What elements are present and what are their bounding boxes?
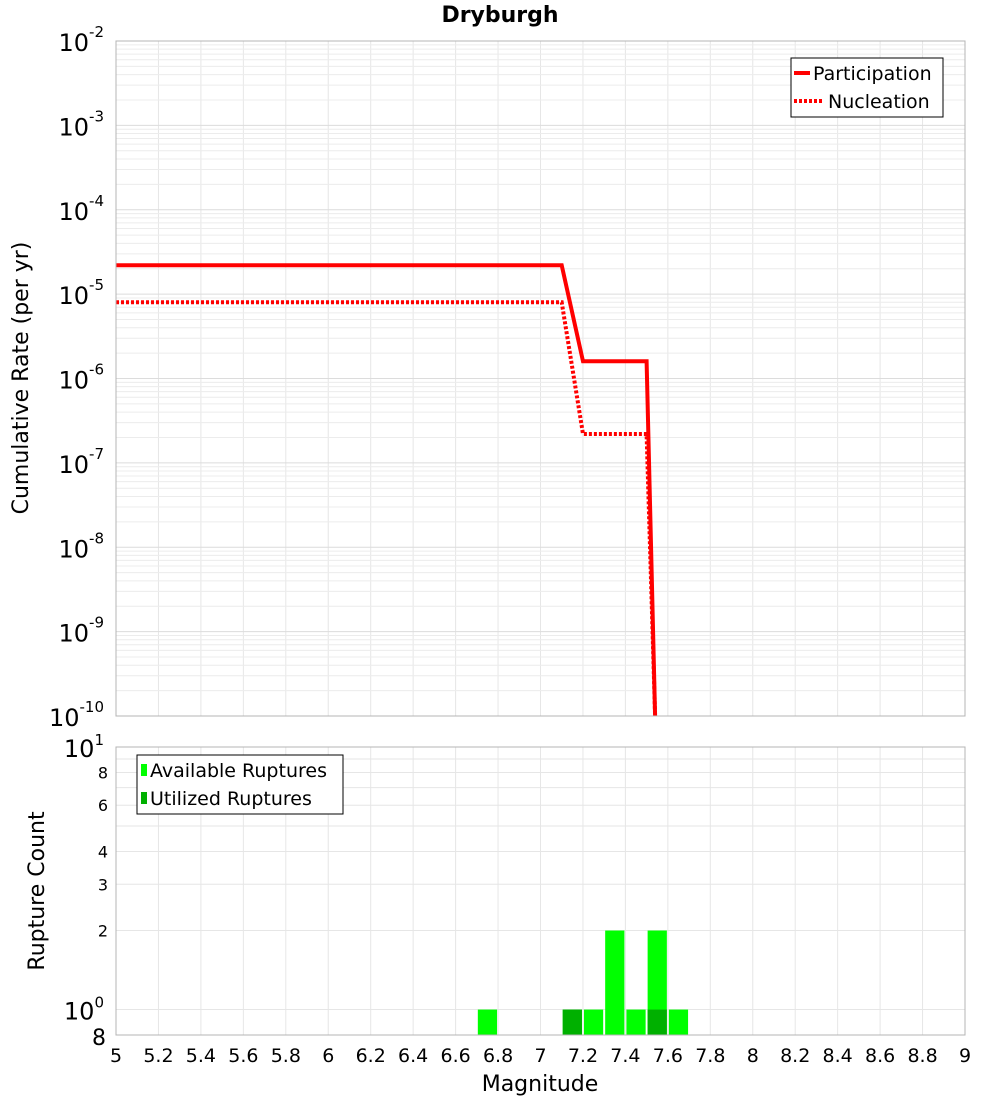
top-y-tick-label: 10-3 xyxy=(58,107,104,141)
top-y-tick-label: 10-9 xyxy=(58,614,104,648)
x-tick-label: 8 xyxy=(747,1045,759,1067)
x-tick-label: 7.6 xyxy=(653,1045,683,1067)
bar-available-ruptures xyxy=(477,1009,498,1035)
bottom-grid xyxy=(115,746,966,1035)
bottom-y-tick-label: 8 xyxy=(98,763,108,782)
bar-utilized-ruptures xyxy=(562,1009,582,1035)
top-y-tick-label: 10-7 xyxy=(58,445,104,479)
legend-nucleation-label: Nucleation xyxy=(828,91,930,113)
top-y-tick-label: 10-6 xyxy=(58,361,104,395)
x-tick-label: 8.6 xyxy=(865,1045,895,1067)
bar-available-ruptures xyxy=(583,1009,604,1035)
bottom-y-tick-label: 3 xyxy=(98,875,108,894)
x-tick-label: 5.8 xyxy=(271,1045,301,1067)
top-y-tick-label: 10-8 xyxy=(58,529,104,563)
bottom-y-tick-label: 4 xyxy=(98,842,108,861)
legend-available-swatch xyxy=(141,764,147,776)
top-grid xyxy=(115,41,966,717)
x-tick-label: 7 xyxy=(534,1045,546,1067)
bar-available-ruptures xyxy=(626,1009,646,1035)
x-tick-label: 6.2 xyxy=(356,1045,386,1067)
x-tick-label: 8.2 xyxy=(780,1045,810,1067)
bar-available-ruptures xyxy=(668,1009,689,1035)
top-y-axis-label: Cumulative Rate (per yr) xyxy=(9,242,34,515)
top-y-tick-label: 10-4 xyxy=(58,192,104,226)
bottom-bars xyxy=(477,930,689,1035)
x-tick-label: 5.6 xyxy=(228,1045,258,1067)
bottom-y-tick-label: 8 xyxy=(92,1026,106,1051)
top-y-tick-label: 10-10 xyxy=(49,698,104,732)
top-series xyxy=(116,263,658,717)
series-line-nucleation xyxy=(116,300,658,717)
x-tick-label: 5.2 xyxy=(143,1045,173,1067)
x-tick-label: 5 xyxy=(110,1045,122,1067)
x-tick-label: 8.4 xyxy=(823,1045,853,1067)
top-legend-box xyxy=(790,57,944,118)
bottom-y-tick-label: 2 xyxy=(98,922,108,941)
x-tick-label: 6 xyxy=(322,1045,334,1067)
x-tick-labels: 5 5.2 5.4 5.6 5.8 6 6.2 6.4 6.6 6.8 7 7.2 7.4 7.6 7.8 8… xyxy=(110,1045,971,1067)
top-y-tick-labels: 10-10 10-9 10-8 10-7 10-6 10-5 10-4 10-3 10-2 xyxy=(49,23,104,732)
x-tick-label: 6.4 xyxy=(398,1045,428,1067)
x-tick-label: 6.8 xyxy=(483,1045,513,1067)
legend-available-label: Available Ruptures xyxy=(150,760,327,782)
top-plot-frame xyxy=(115,40,966,717)
bottom-y-tick-label: 6 xyxy=(98,796,108,815)
bottom-y-major-tick-label: 100 xyxy=(64,994,104,1026)
x-tick-label: 6.6 xyxy=(440,1045,470,1067)
bottom-y-major-tick-label: 101 xyxy=(64,731,104,763)
bottom-y-axis-label: Rupture Count xyxy=(25,811,50,971)
x-tick-label: 9 xyxy=(959,1045,971,1067)
chart-title: Dryburgh xyxy=(441,3,558,28)
top-y-tick-label: 10-2 xyxy=(58,23,104,57)
x-axis-label: Magnitude xyxy=(482,1072,599,1097)
bottom-plot-frame xyxy=(115,746,966,1036)
bar-available-ruptures xyxy=(647,930,667,1035)
x-tick-label: 7.8 xyxy=(695,1045,725,1067)
top-legend: Participation Nucleation xyxy=(790,57,944,118)
series-line-participation xyxy=(116,263,658,717)
legend-participation-label: Participation xyxy=(813,63,932,85)
legend-utilized-label: Utilized Ruptures xyxy=(150,788,312,810)
bottom-legend: Available Ruptures Utilized Ruptures xyxy=(136,754,344,815)
legend-utilized-swatch xyxy=(141,792,147,804)
bottom-legend-box xyxy=(136,754,344,815)
x-tick-label: 8.8 xyxy=(907,1045,937,1067)
top-plot: 10-10 10-9 10-8 10-7 10-6 10-5 10-4 10-3 10-2 Cu… xyxy=(9,23,966,732)
x-tick-label: 7.2 xyxy=(568,1045,598,1067)
x-tick-label: 5.4 xyxy=(186,1045,216,1067)
x-tick-label: 7.4 xyxy=(610,1045,640,1067)
bar-available-ruptures xyxy=(605,930,625,1035)
bar-utilized-ruptures xyxy=(647,1009,667,1035)
top-y-tick-label: 10-5 xyxy=(58,276,104,310)
